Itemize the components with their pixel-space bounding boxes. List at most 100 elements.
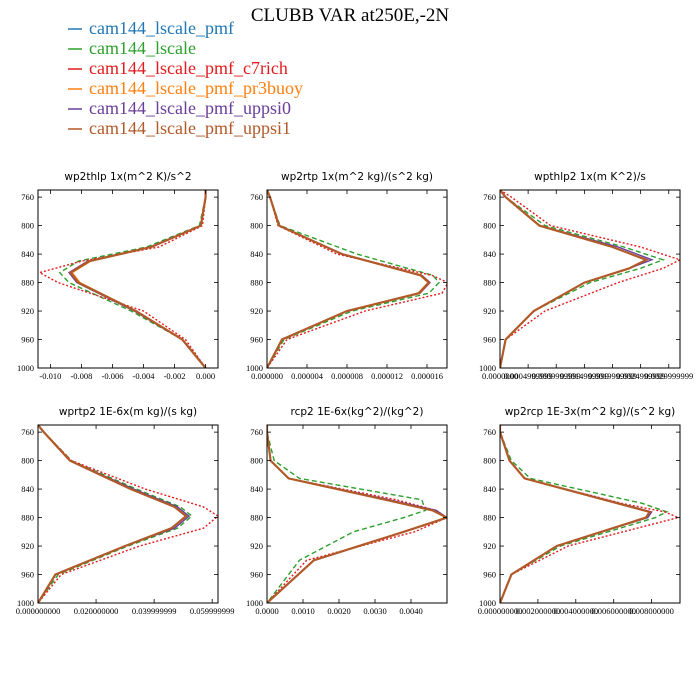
y-tick-label: 840 bbox=[250, 249, 263, 259]
y-tick-label: 960 bbox=[483, 335, 496, 345]
panel: wp2thlp 1x(m^2 K)/s^2 760 800 840 880 920 960 1… bbox=[17, 171, 219, 381]
x-tick-label: 0.000008 bbox=[331, 371, 363, 381]
series-line bbox=[500, 190, 649, 368]
series-line bbox=[69, 190, 207, 368]
plot-frame bbox=[499, 189, 681, 369]
legend-label: cam144_lscale_pmf_uppsi1 bbox=[89, 118, 291, 138]
series-line bbox=[500, 425, 652, 603]
panel: wpthlp2 1x(m K^2)/s 760 800 840 880 920 960 100… bbox=[479, 171, 693, 381]
y-tick-label: 760 bbox=[483, 192, 496, 202]
y-tick-label: 960 bbox=[21, 335, 34, 345]
series-line bbox=[267, 425, 427, 603]
panel: rcp2 1E-6x(kg^2)/(kg^2) 760 800 840 880 920 96… bbox=[246, 406, 448, 616]
y-tick-label: 880 bbox=[483, 278, 496, 288]
series-line bbox=[500, 190, 680, 368]
legend-label: cam144_lscale_pmf bbox=[89, 18, 234, 38]
x-tick-label: 0.0020 bbox=[327, 606, 350, 616]
panel-title: wp2thlp 1x(m^2 K)/s^2 bbox=[64, 171, 191, 183]
panel: wp2rtp 1x(m^2 kg)/(s^2 kg) 760 800 840 880 92… bbox=[246, 171, 448, 381]
x-tick-label: 0.0004999999 bbox=[504, 371, 553, 381]
x-tick-label: 0.002000000 bbox=[516, 606, 561, 616]
plot-frame bbox=[37, 424, 219, 604]
x-tick-label: 0.000000000 bbox=[478, 606, 523, 616]
series-line bbox=[500, 425, 669, 603]
y-tick-label: 1000 bbox=[479, 363, 496, 373]
x-tick-label: 0.020000000 bbox=[74, 606, 119, 616]
plot-frame bbox=[37, 189, 219, 369]
y-tick-label: 800 bbox=[250, 221, 263, 231]
y-tick-label: 880 bbox=[483, 513, 496, 523]
panel: wp2rcp 1E-3x(m^2 kg)/(s^2 kg) 760 800 840 88… bbox=[478, 406, 681, 616]
legend-label: cam144_lscale_pmf_uppsi0 bbox=[89, 98, 291, 118]
x-tick-label: 0.000004 bbox=[291, 371, 324, 381]
y-tick-label: 920 bbox=[483, 306, 496, 316]
plot-frame bbox=[266, 424, 448, 604]
plot-frame bbox=[499, 424, 681, 604]
panel: wprtp2 1E-6x(m kg)/(s kg) 760 800 840 880 920… bbox=[16, 406, 235, 616]
x-tick-label: 0.000016 bbox=[411, 371, 443, 381]
panel-title: wprtp2 1E-6x(m kg)/(s kg) bbox=[59, 406, 197, 418]
series-line bbox=[267, 425, 447, 603]
x-tick-label: 0.000000 bbox=[251, 371, 283, 381]
x-tick-label: 0.004000000 bbox=[553, 606, 598, 616]
y-tick-label: 800 bbox=[21, 221, 34, 231]
x-tick-label: 0.006000000 bbox=[591, 606, 636, 616]
series-line bbox=[267, 425, 447, 603]
y-tick-label: 840 bbox=[21, 484, 34, 494]
legend-label: cam144_lscale_pmf_c7rich bbox=[89, 58, 288, 78]
x-tick-label: 0.0000000 bbox=[482, 371, 518, 381]
y-tick-label: 1000 bbox=[246, 598, 263, 608]
y-tick-label: 920 bbox=[250, 541, 263, 551]
y-tick-label: 840 bbox=[483, 249, 496, 259]
series-line bbox=[71, 190, 207, 368]
y-tick-label: 760 bbox=[21, 427, 34, 437]
y-tick-label: 1000 bbox=[479, 598, 496, 608]
x-tick-label: 0.000 bbox=[196, 371, 215, 381]
series-line bbox=[38, 425, 188, 603]
y-tick-label: 960 bbox=[21, 570, 34, 580]
series-line bbox=[267, 190, 447, 368]
y-tick-label: 920 bbox=[483, 541, 496, 551]
series-line bbox=[38, 425, 218, 603]
series-line bbox=[267, 190, 440, 368]
y-tick-label: 1000 bbox=[17, 598, 34, 608]
y-tick-label: 920 bbox=[21, 541, 34, 551]
x-tick-label: 0.008000000 bbox=[629, 606, 674, 616]
series-line bbox=[500, 425, 651, 603]
x-tick-label: -0.010 bbox=[39, 371, 61, 381]
plot-frame bbox=[266, 189, 448, 369]
series-line bbox=[38, 190, 207, 368]
legend: cam144_lscale_pmfcam144_lscalecam144_lsc… bbox=[68, 18, 303, 138]
figure-title: CLUBB VAR at250E,-2N bbox=[251, 5, 450, 26]
y-tick-label: 960 bbox=[250, 570, 263, 580]
y-tick-label: 1000 bbox=[17, 363, 34, 373]
y-tick-label: 880 bbox=[250, 513, 263, 523]
y-tick-label: 920 bbox=[21, 306, 34, 316]
series-line bbox=[267, 190, 431, 368]
panel-title: rcp2 1E-6x(kg^2)/(kg^2) bbox=[291, 406, 424, 418]
x-tick-label: 0.059999999 bbox=[190, 606, 235, 616]
y-tick-label: 800 bbox=[483, 221, 496, 231]
y-tick-label: 760 bbox=[21, 192, 34, 202]
series-line bbox=[500, 425, 680, 603]
y-tick-label: 920 bbox=[250, 306, 263, 316]
legend-label: cam144_lscale_pmf_pr3buoy bbox=[89, 78, 303, 98]
panel-title: wp2rtp 1x(m^2 kg)/(s^2 kg) bbox=[281, 171, 433, 183]
series-line bbox=[500, 425, 651, 603]
series-line bbox=[500, 190, 654, 368]
series-line bbox=[267, 190, 432, 368]
series-line bbox=[68, 190, 207, 368]
panel-title: wpthlp2 1x(m K^2)/s bbox=[534, 171, 646, 183]
series-line bbox=[267, 425, 447, 603]
y-tick-label: 800 bbox=[250, 456, 263, 466]
y-tick-label: 840 bbox=[250, 484, 263, 494]
x-tick-label: 0.0019999999 bbox=[588, 371, 637, 381]
x-tick-label: -0.006 bbox=[101, 371, 123, 381]
y-tick-label: 840 bbox=[21, 249, 34, 259]
y-tick-label: 800 bbox=[21, 456, 34, 466]
x-tick-label: 0.0030 bbox=[363, 606, 386, 616]
y-tick-label: 1000 bbox=[246, 363, 263, 373]
x-tick-label: -0.008 bbox=[70, 371, 92, 381]
y-tick-label: 800 bbox=[483, 456, 496, 466]
